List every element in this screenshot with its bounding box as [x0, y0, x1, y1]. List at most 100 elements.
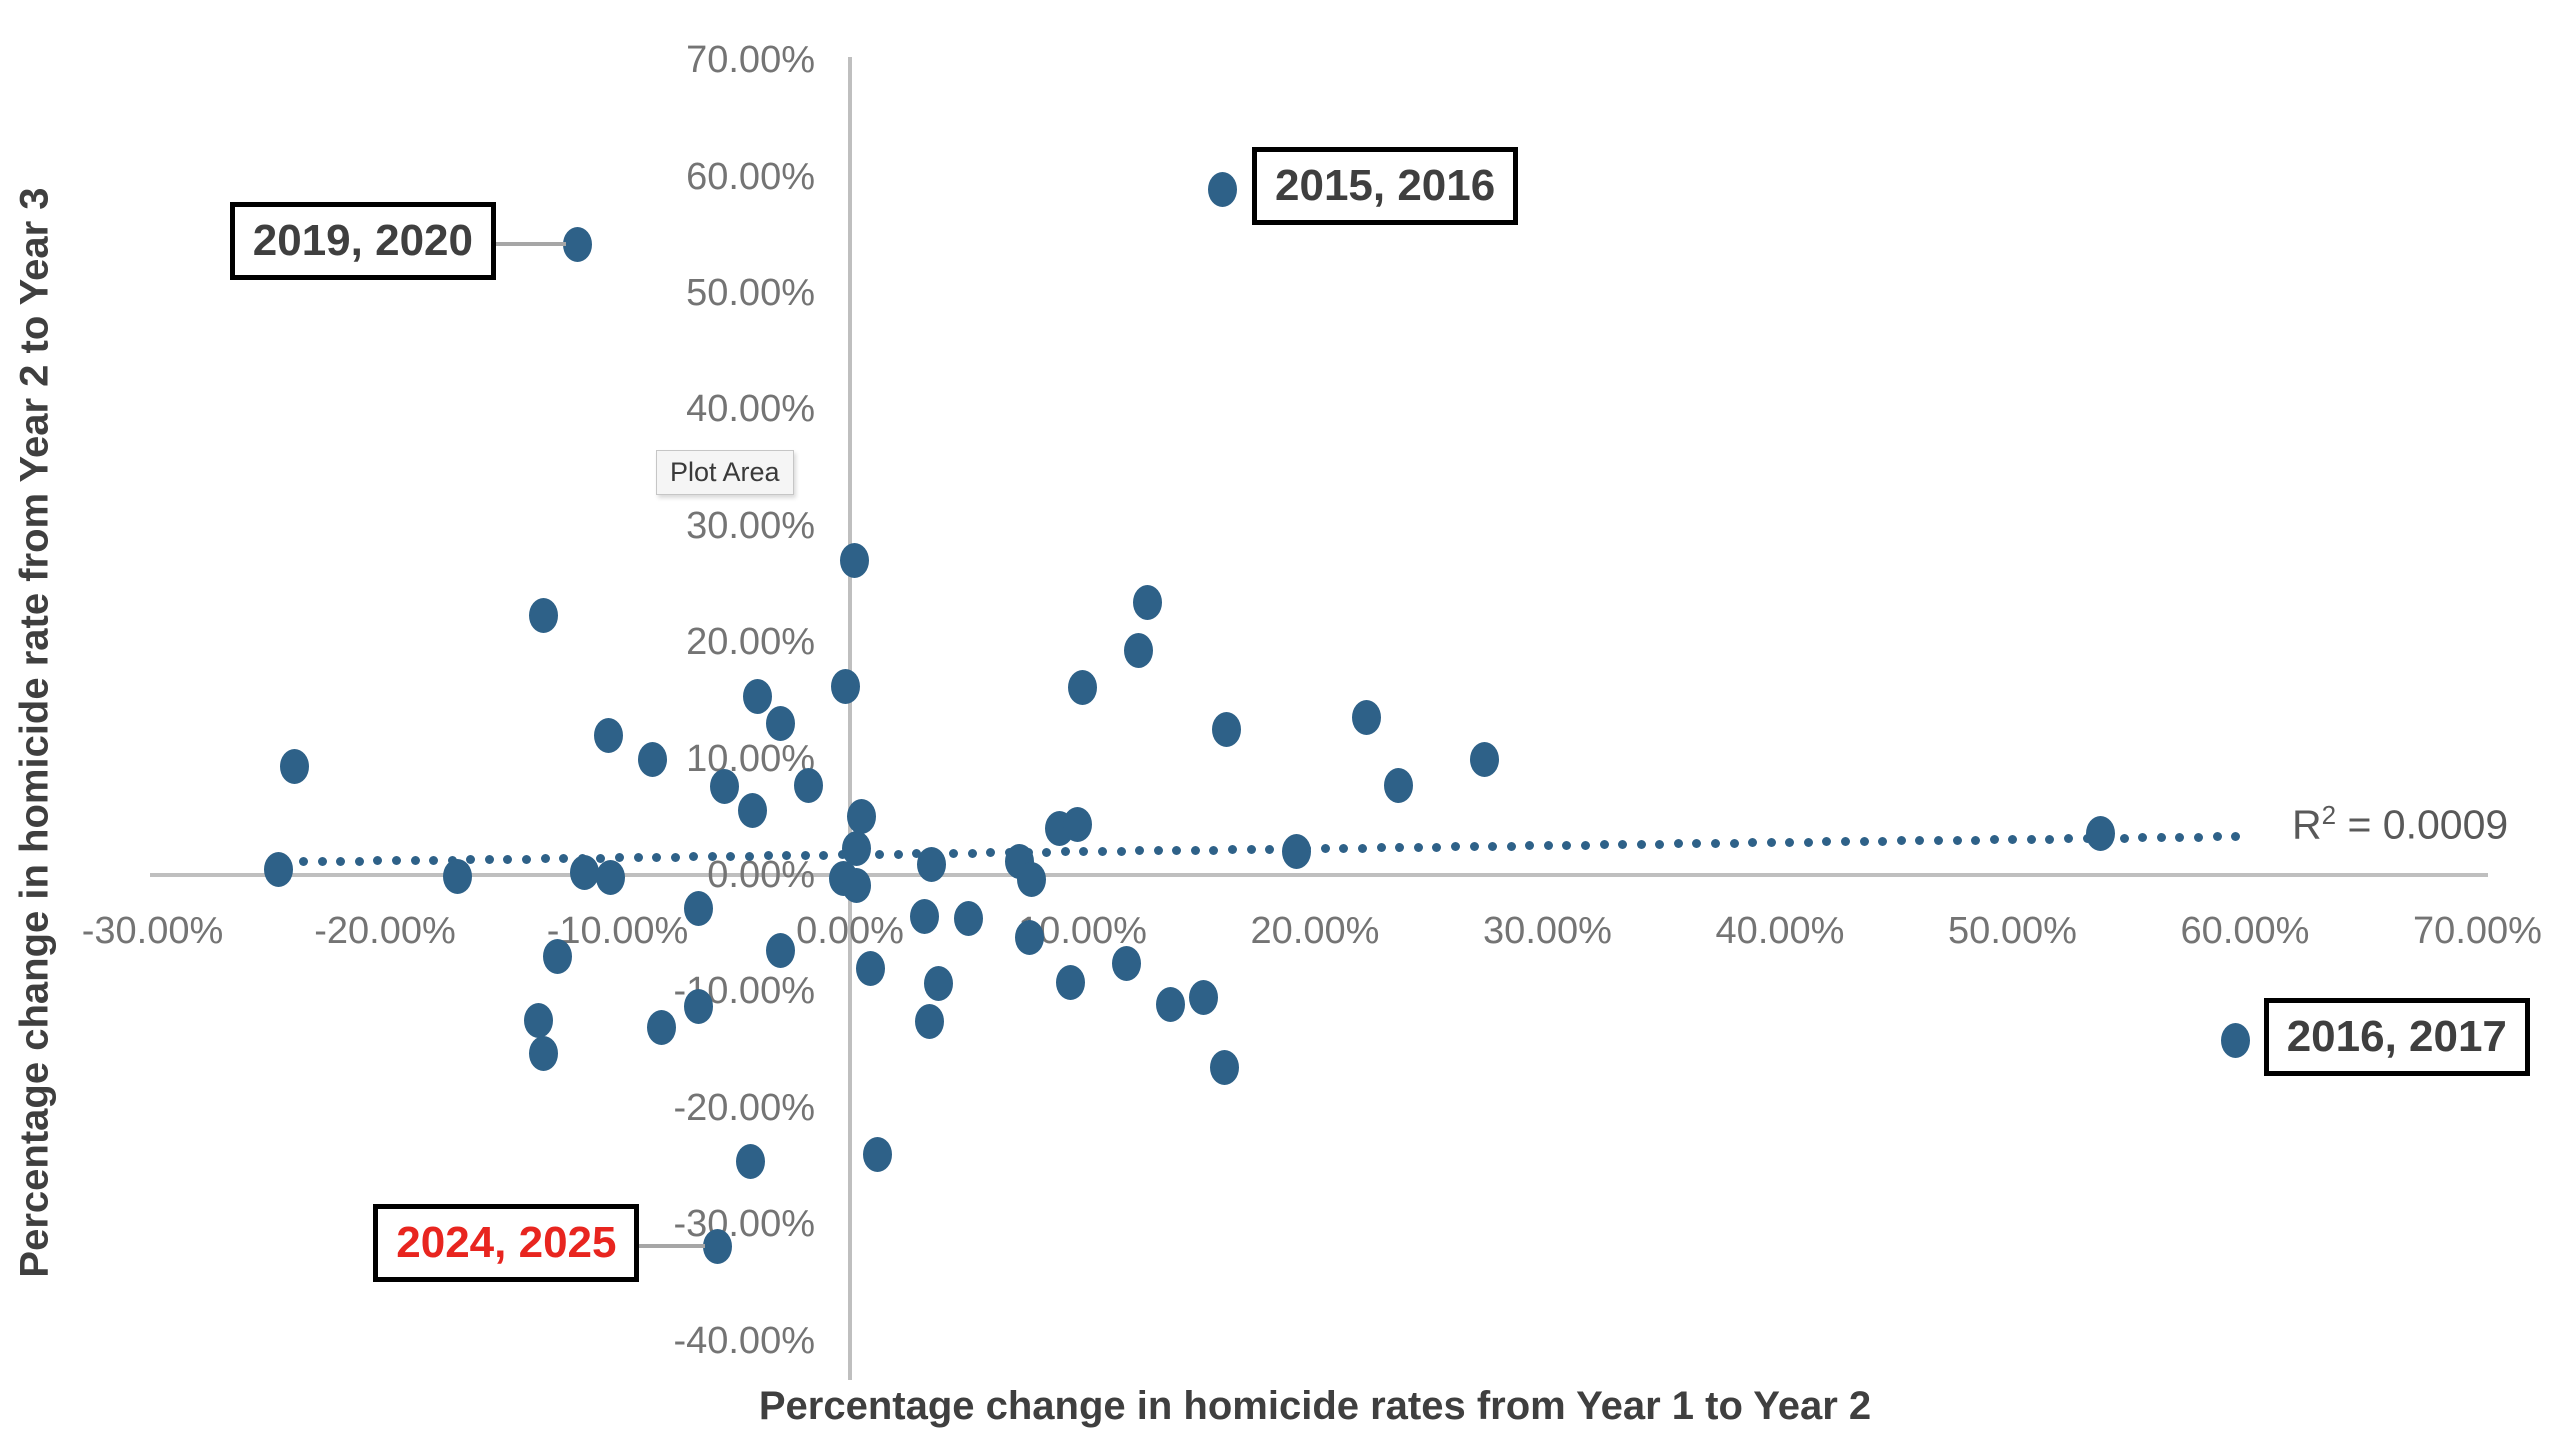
trendline-dot [2156, 833, 2166, 843]
scatter-point[interactable] [1212, 712, 1242, 747]
scatter-point[interactable] [1016, 862, 1046, 898]
scatter-point[interactable] [735, 1143, 765, 1179]
trendline-dot [633, 853, 643, 863]
trendline-dot [1358, 843, 1368, 853]
trendline-dot [1488, 841, 1498, 851]
trendline-dot [466, 855, 476, 865]
trendline-dot [522, 854, 532, 864]
trendline-dot [2026, 834, 2036, 844]
trendline-dot [1097, 846, 1107, 856]
scatter-point[interactable] [709, 769, 739, 805]
y-axis-title[interactable]: Percentage change in homicide rate from … [12, 187, 57, 1278]
scatter-point[interactable] [923, 965, 953, 1001]
scatter-point[interactable] [1014, 920, 1044, 956]
scatter-point[interactable] [742, 679, 772, 715]
scatter-point[interactable] [1188, 979, 1218, 1015]
scatter-point[interactable] [840, 543, 870, 579]
scatter-point[interactable] [593, 717, 623, 753]
scatter-point-2019-2020[interactable] [563, 226, 593, 262]
scatter-point[interactable] [1056, 964, 1086, 1000]
scatter-point[interactable] [528, 1035, 558, 1071]
scatter-point[interactable] [637, 742, 667, 778]
scatter-point[interactable] [914, 1004, 944, 1040]
trendline-dot [1339, 843, 1349, 853]
scatter-point[interactable] [684, 989, 714, 1025]
y-tick-label: 20.00% [686, 621, 815, 664]
x-axis-title[interactable]: Percentage change in homicide rates from… [758, 1384, 1872, 1428]
scatter-point[interactable] [1470, 742, 1500, 778]
scatter-point[interactable] [1112, 945, 1142, 981]
scatter-point[interactable] [909, 899, 939, 935]
y-tick-label: -20.00% [673, 1086, 815, 1129]
trendline-dot [1636, 839, 1646, 849]
trendline-dot [893, 849, 903, 859]
scatter-point-2016-2017[interactable] [2221, 1022, 2251, 1058]
trendline-dot [1469, 842, 1479, 852]
data-label-2015-2016[interactable]: 2015, 2016 [1252, 147, 1519, 226]
scatter-point[interactable] [863, 1136, 893, 1172]
trendline-dot [1599, 840, 1609, 850]
trendline-dot [986, 848, 996, 858]
trendline-dot [1729, 838, 1739, 848]
scatter-point[interactable] [1384, 767, 1414, 803]
scatter-point[interactable] [916, 847, 946, 883]
data-label-2024-2025[interactable]: 2024, 2025 [373, 1204, 640, 1283]
trendline-dot [1246, 845, 1256, 854]
scatter-point[interactable] [842, 867, 872, 903]
trendline-dot [1042, 847, 1052, 857]
trendline-dot [410, 855, 420, 865]
scatter-point[interactable] [542, 938, 572, 974]
scatter-point[interactable] [737, 793, 767, 829]
x-tick-label: 20.00% [1250, 910, 1380, 952]
scatter-point[interactable] [847, 799, 877, 835]
trendline-dot [819, 850, 829, 860]
trendline-dot [1989, 835, 1999, 845]
scatter-point[interactable] [954, 900, 984, 936]
scatter-point[interactable] [647, 1009, 677, 1045]
scatter-point[interactable] [765, 706, 795, 742]
scatter-point-2015-2016[interactable] [1207, 171, 1237, 207]
scatter-point[interactable] [765, 933, 795, 969]
scatter-point[interactable] [793, 767, 823, 803]
scatter-point[interactable] [1351, 700, 1381, 736]
scatter-point[interactable] [523, 1003, 553, 1038]
scatter-point[interactable] [1068, 670, 1097, 706]
trendline-dot [1135, 846, 1145, 856]
trendline-dot [1766, 838, 1776, 848]
r-squared-exponent: 2 [2321, 800, 2337, 830]
scatter-point[interactable] [1063, 807, 1093, 843]
trendline-dot [1822, 837, 1832, 847]
scatter-point[interactable] [596, 859, 626, 895]
scatter-point[interactable] [1133, 585, 1163, 621]
scatter-point[interactable] [263, 851, 293, 887]
scatter-point[interactable] [856, 950, 886, 986]
scatter-point[interactable] [842, 830, 872, 866]
scatter-point[interactable] [1156, 986, 1186, 1022]
scatter-point[interactable] [528, 597, 558, 633]
scatter-point[interactable] [1209, 1049, 1239, 1085]
y-tick-label: 10.00% [686, 737, 815, 780]
scatter-point-2024-2025[interactable] [702, 1228, 732, 1264]
data-label-2019-2020[interactable]: 2019, 2020 [229, 202, 496, 281]
trendline-dot [1190, 845, 1200, 855]
scatter-point[interactable] [684, 891, 714, 927]
trendline-dot [2231, 832, 2241, 842]
trendline-dot [1971, 835, 1981, 845]
scatter-point[interactable] [830, 668, 860, 704]
r-squared-annotation[interactable]: R2 = 0.0009 [2292, 800, 2508, 849]
scatter-point[interactable] [442, 858, 472, 894]
scatter-point[interactable] [1281, 834, 1311, 870]
trendline-dot [1952, 835, 1962, 845]
trendline-dot [1432, 842, 1442, 852]
scatter-point[interactable] [279, 749, 309, 785]
trendline-dot [2119, 833, 2129, 843]
scatter-point[interactable] [570, 855, 600, 891]
data-label-2016-2017[interactable]: 2016, 2017 [2263, 998, 2530, 1077]
scatter-point[interactable] [2086, 815, 2116, 851]
trendline-dot [912, 849, 922, 859]
trendline-dot [559, 854, 569, 864]
trendline-dot [875, 849, 885, 859]
y-tick-label: 60.00% [686, 155, 815, 198]
trendline-dot [689, 852, 699, 862]
scatter-point[interactable] [1123, 632, 1153, 668]
